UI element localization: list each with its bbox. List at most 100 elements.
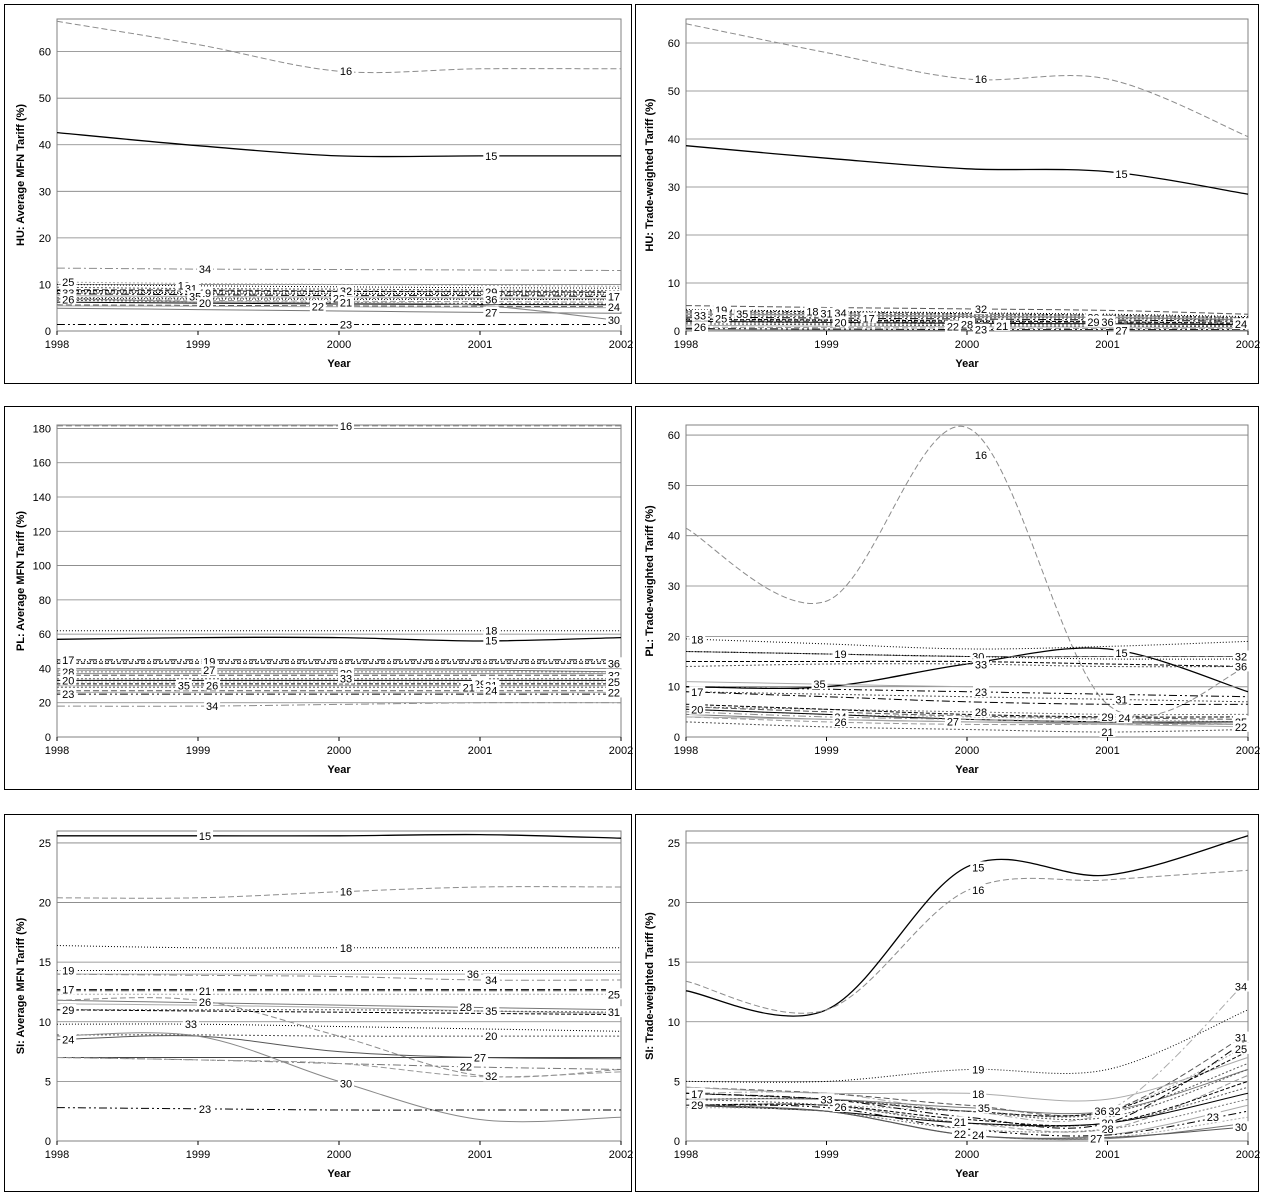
series-label-27: 27 <box>485 307 497 319</box>
series-label-bg <box>818 1093 835 1105</box>
chart-svg-hu-tw: 0 10 20 30 40 50 60 1998 1999 2000 2001 2002 Year HU:… <box>644 18 1260 370</box>
series-label-25: 25 <box>715 313 727 325</box>
y-tick-label: 30 <box>668 581 680 593</box>
series-label-16: 16 <box>340 66 352 78</box>
series-line-22 <box>685 1107 1249 1140</box>
series-line-27 <box>56 307 622 314</box>
series-label-bg <box>187 290 204 302</box>
series-line-20 <box>56 1034 621 1037</box>
series-label-bg <box>60 286 77 298</box>
y-tick-label: 15 <box>668 957 680 969</box>
series-line-31 <box>685 691 1249 703</box>
x-tick-label: 2000 <box>955 745 979 757</box>
series-line-35 <box>685 681 1248 688</box>
series-label-29: 29 <box>474 679 486 691</box>
series-line-33 <box>56 1023 622 1032</box>
series-line-36 <box>685 1051 1249 1117</box>
series-label-bg <box>832 1101 849 1113</box>
series-label-23: 23 <box>62 689 74 701</box>
series-line-20 <box>685 708 1249 723</box>
series-label-bg <box>338 672 355 684</box>
series-line-28 <box>56 297 622 300</box>
y-tick-label: 5 <box>45 1076 51 1088</box>
series-label-29: 29 <box>1101 712 1113 724</box>
series-label-bg <box>1232 980 1249 992</box>
series-label-36: 36 <box>1101 317 1113 329</box>
x-axis-title: Year <box>327 1168 351 1180</box>
x-tick-label: 1998 <box>674 339 698 351</box>
y-tick-label: 20 <box>39 233 51 245</box>
series-label-15: 15 <box>485 636 497 648</box>
series-line-23 <box>685 686 1249 698</box>
series-label-34: 34 <box>485 975 497 987</box>
series-label-bg <box>483 1030 500 1042</box>
series-label-bg <box>60 293 77 305</box>
series-label-bg <box>689 686 706 698</box>
series-label-21: 21 <box>996 321 1008 333</box>
series-label-36: 36 <box>1235 661 1247 673</box>
series-label-bg <box>605 669 622 681</box>
y-tick-label: 40 <box>668 134 680 146</box>
y-tick-label: 50 <box>39 93 51 105</box>
series-label-bg <box>994 319 1011 331</box>
series-label-bg <box>605 686 622 698</box>
plot-area-frame <box>685 18 1249 332</box>
series-label-bg <box>201 664 218 676</box>
series-label-35: 35 <box>736 309 748 321</box>
series-label-bg <box>973 323 990 335</box>
series-label-bg <box>1106 1105 1123 1117</box>
series-label-bg <box>1099 725 1116 737</box>
series-label-bg <box>1232 650 1249 662</box>
series-label-bg <box>60 964 77 976</box>
y-tick-label: 0 <box>674 326 680 338</box>
series-label-bg <box>973 449 990 461</box>
series-label-16: 16 <box>975 450 987 462</box>
series-line-34 <box>56 702 622 707</box>
x-tick-label: 2002 <box>1236 1149 1260 1161</box>
series-line-24 <box>685 706 1249 720</box>
y-tick-label: 120 <box>33 526 51 538</box>
series-line-18 <box>685 1057 1249 1102</box>
series-label-bg <box>1232 318 1249 330</box>
series-label-bg <box>60 653 77 665</box>
series-label-bg <box>973 658 990 670</box>
series-label-bg <box>1085 315 1102 327</box>
y-tick-label: 20 <box>668 898 680 910</box>
x-tick-label: 2002 <box>609 1149 633 1161</box>
series-label-bg <box>1232 660 1249 672</box>
y-tick-label: 30 <box>39 186 51 198</box>
x-tick-label: 2000 <box>955 1149 979 1161</box>
series-label-20: 20 <box>62 675 74 687</box>
series-label-21: 21 <box>1101 727 1113 739</box>
series-label-21: 21 <box>954 1117 966 1129</box>
series-line-34 <box>56 267 622 271</box>
chart-panel-pl-tw: 0 10 20 30 40 50 60 1998 1999 2000 2001 2002 Year PL:… <box>635 406 1260 790</box>
series-label-bg <box>713 312 730 324</box>
series-label-16: 16 <box>340 887 352 899</box>
x-tick-label: 1998 <box>45 745 69 757</box>
series-label-bg <box>692 321 709 333</box>
x-tick-label: 2002 <box>1236 745 1260 757</box>
series-label-18: 18 <box>340 943 352 955</box>
series-label-28: 28 <box>460 1002 472 1014</box>
x-tick-label: 2001 <box>1095 1149 1119 1161</box>
series-line-33 <box>685 315 1249 321</box>
series-line-17 <box>685 1039 1249 1129</box>
series-line-35 <box>56 1003 622 1014</box>
series-label-25: 25 <box>608 677 620 689</box>
series-label-bg <box>1092 1105 1109 1117</box>
series-label-bg <box>472 677 488 689</box>
y-tick-label: 50 <box>668 86 680 98</box>
series-label-bg <box>197 286 214 298</box>
series-label-28: 28 <box>1101 1124 1113 1136</box>
y-axis-title: HU: Average MFN Tariff (%) <box>15 104 27 246</box>
series-label-bg <box>204 699 221 711</box>
series-label-bg <box>973 706 990 718</box>
series-label-bg <box>818 307 835 319</box>
series-line-28 <box>685 1098 1249 1133</box>
series-line-31 <box>56 1009 622 1013</box>
series-line-35 <box>685 1069 1249 1115</box>
series-label-24: 24 <box>1118 713 1130 725</box>
chart-svg-pl-tw: 0 10 20 30 40 50 60 1998 1999 2000 2001 2002 Year PL:… <box>644 424 1260 776</box>
x-axis-title: Year <box>327 764 351 776</box>
